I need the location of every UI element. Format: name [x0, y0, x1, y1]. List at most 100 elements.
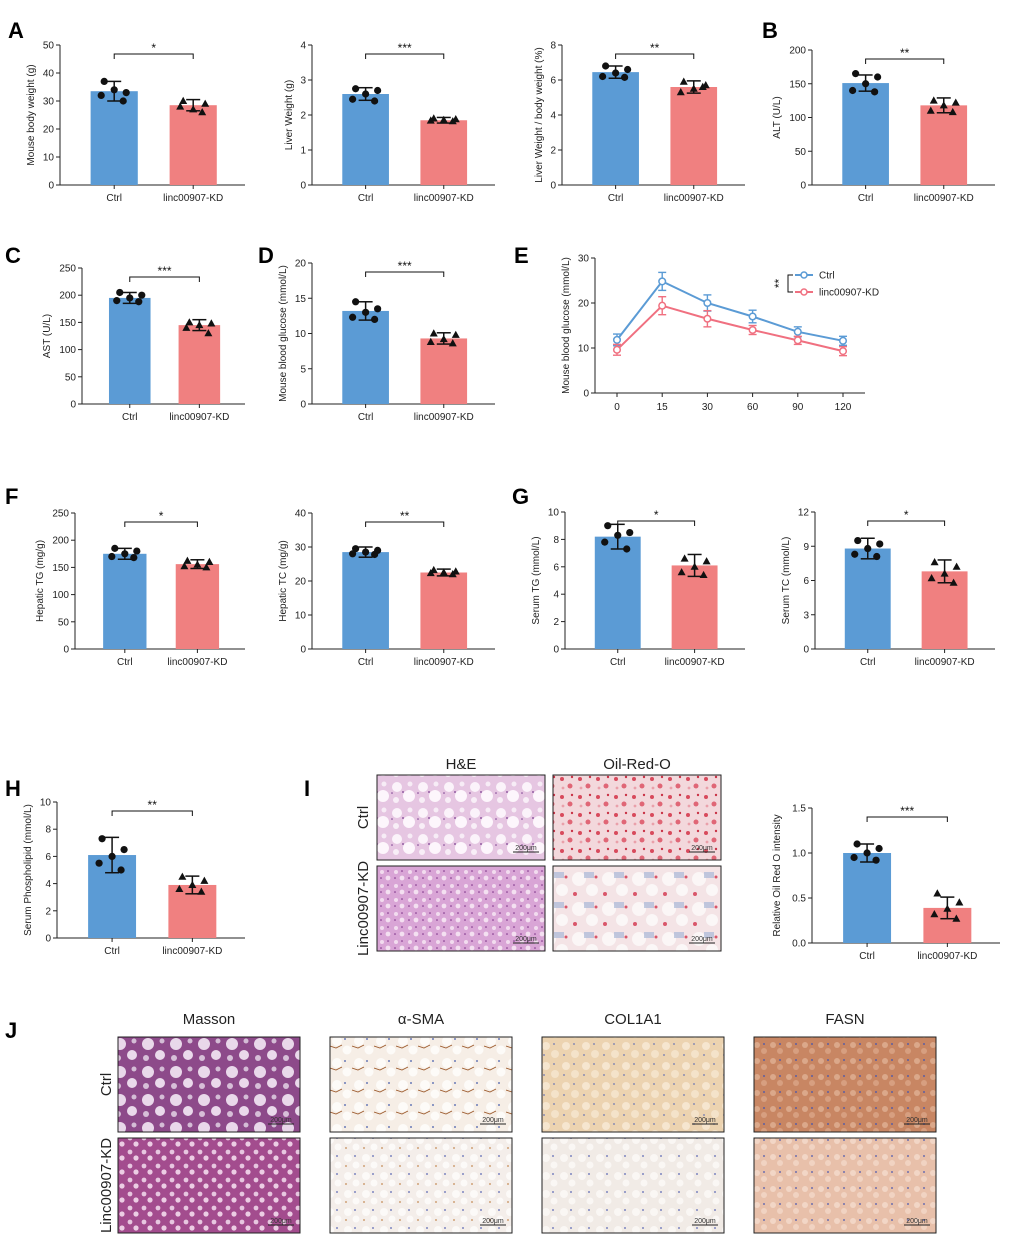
data-point — [195, 320, 204, 329]
significance-label: * — [654, 508, 659, 522]
y-tick-label: 12 — [798, 508, 810, 519]
chart-e: 0 10 20 30 Mouse blood glucose (mmol/L) 0 15 30… — [561, 254, 879, 414]
data-point — [200, 876, 209, 884]
data-point — [352, 298, 360, 306]
significance-bracket — [615, 53, 695, 59]
data-point — [135, 298, 143, 306]
data-point — [374, 86, 382, 95]
panel-letter-j: J — [5, 1018, 17, 1043]
micrograph-fasn-kd — [753, 1137, 937, 1234]
data-point — [876, 540, 884, 548]
y-tick-label: 10 — [40, 798, 52, 809]
significance-bracket — [867, 520, 946, 526]
data-point — [426, 337, 435, 345]
chart-a2: 0 1 2 3 4 Liver Weight (g) Ctrl linc00907-KD *** — [284, 41, 495, 204]
significance-label: ** — [900, 46, 910, 60]
chart-d: 0 5 10 15 20 Mouse blood glucose (mmol/L) Ctrl… — [278, 259, 495, 423]
data-point — [179, 96, 188, 104]
data-point — [623, 545, 631, 553]
data-point — [201, 99, 210, 107]
data-point — [451, 330, 460, 338]
y-axis-label: Mouse blood glucose (mmol/L) — [561, 257, 572, 394]
scale-bar-label: 200μm — [270, 1218, 292, 1225]
significance-label: ** — [650, 41, 660, 55]
data-point — [110, 86, 118, 94]
data-point — [185, 318, 194, 326]
bar-kd — [169, 105, 217, 185]
y-tick-label: 15 — [295, 294, 307, 305]
data-point — [873, 552, 881, 561]
data-point — [952, 562, 961, 570]
data-point — [862, 80, 870, 88]
bar-kd — [920, 105, 968, 185]
significance-bracket — [865, 58, 945, 64]
data-point — [119, 97, 127, 105]
y-tick-label: 5 — [300, 364, 306, 375]
data-point — [680, 554, 689, 562]
scale-bar-label: 200μm — [694, 1218, 716, 1225]
data-point — [371, 315, 379, 323]
data-point — [374, 305, 382, 313]
data-point — [204, 329, 213, 337]
data-point — [793, 336, 802, 345]
histology-j: Masson 200μm 200μm α-SMA 200μm 200μm COL1A1 200… — [98, 1011, 937, 1234]
x-tick-label: Ctrl — [358, 412, 374, 423]
y-tick-label: 4 — [45, 879, 51, 890]
data-point — [176, 102, 185, 110]
row-label: Linc00907-KD — [98, 1138, 115, 1233]
data-point — [108, 552, 116, 561]
data-point — [448, 339, 457, 347]
data-point — [599, 72, 607, 81]
y-axis-label: Hepatic TC (mg/g) — [278, 540, 289, 622]
x-tick-label: Ctrl — [358, 657, 374, 668]
data-point — [429, 329, 438, 337]
scale-bar-label: 200μm — [482, 1117, 504, 1124]
x-tick-label: 0 — [614, 402, 620, 413]
x-tick-label: 90 — [792, 402, 804, 413]
bar-ctrl — [90, 91, 138, 185]
bar-kd — [420, 572, 468, 649]
data-point — [202, 563, 211, 571]
data-point — [849, 86, 857, 95]
x-tick-label: Ctrl — [106, 193, 122, 204]
data-point — [951, 98, 960, 106]
y-tick-label: 200 — [789, 46, 806, 57]
micrograph-masson-kd — [117, 1137, 301, 1234]
data-point — [349, 550, 357, 558]
y-tick-label: 150 — [789, 79, 806, 90]
x-tick-label: 60 — [747, 402, 759, 413]
data-point — [930, 910, 939, 918]
y-tick-label: 50 — [65, 372, 77, 383]
y-tick-label: 6 — [550, 76, 556, 87]
data-point — [871, 88, 879, 96]
data-point — [604, 522, 612, 530]
significance-label: *** — [158, 264, 172, 278]
significance-label: * — [904, 508, 909, 522]
data-point — [108, 852, 116, 861]
data-point — [130, 554, 138, 562]
x-tick-label: linc00907-KD — [414, 193, 474, 204]
data-point — [198, 108, 207, 116]
data-point — [679, 77, 688, 85]
micrograph-oil-red-o-kd — [552, 865, 722, 952]
scale-bar-label: 200μm — [515, 936, 537, 943]
data-point — [949, 578, 958, 586]
data-point — [120, 846, 128, 854]
micrograph-oil-red-o-ctrl — [552, 774, 722, 861]
significance-label: ** — [148, 798, 158, 812]
bar-ctrl — [108, 297, 151, 404]
y-tick-label: 10 — [548, 508, 560, 519]
data-point — [933, 889, 942, 897]
y-tick-label: 40 — [295, 509, 307, 520]
y-axis-label: Liver Weight (g) — [284, 80, 295, 150]
x-tick-label: linc00907-KD — [915, 657, 975, 668]
data-point — [601, 538, 609, 546]
bar-kd — [178, 325, 221, 404]
x-tick-label: linc00907-KD — [414, 412, 474, 423]
data-point — [100, 77, 108, 85]
legend-marker — [800, 271, 808, 279]
significance-bracket — [111, 810, 193, 816]
y-tick-label: 2 — [553, 617, 559, 628]
data-point — [875, 844, 883, 853]
